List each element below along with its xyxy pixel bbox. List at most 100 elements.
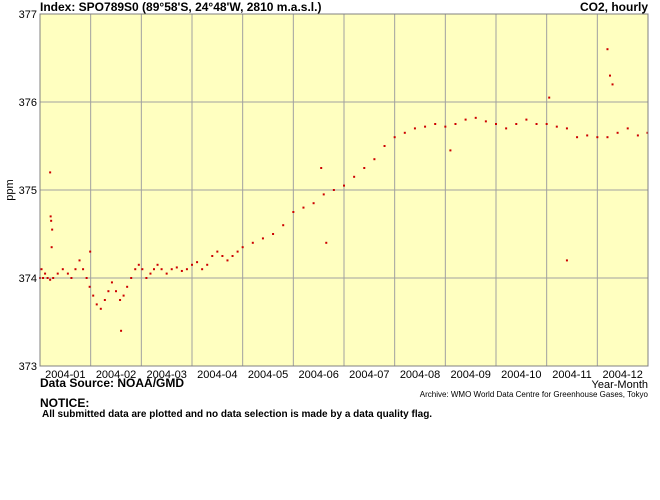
data-point xyxy=(74,268,77,271)
data-point xyxy=(373,158,376,161)
data-point xyxy=(424,125,427,128)
data-point xyxy=(206,263,209,266)
y-tick-label: 373 xyxy=(19,361,37,373)
data-point xyxy=(170,268,173,271)
data-point xyxy=(141,268,144,271)
data-point xyxy=(156,263,159,266)
chart-title: Index: SPO789S0 (89°58'S, 24°48'W, 2810 … xyxy=(40,0,322,14)
data-point xyxy=(449,149,452,152)
data-point xyxy=(122,294,125,297)
data-point xyxy=(70,277,73,279)
data-point xyxy=(42,277,45,279)
data-point xyxy=(49,171,52,174)
y-tick-labels: 373 374 375 376 377 xyxy=(19,9,37,373)
notice-text: All submitted data are plotted and no da… xyxy=(42,409,433,420)
data-point xyxy=(110,281,113,284)
x-tick-label: 2004-05 xyxy=(248,369,288,381)
data-point xyxy=(535,123,538,125)
data-point xyxy=(444,125,447,128)
x-tick-label: 2004-07 xyxy=(349,369,389,381)
data-point xyxy=(332,189,335,191)
data-point xyxy=(165,272,168,275)
data-point xyxy=(353,175,356,178)
data-point xyxy=(474,116,477,119)
data-point xyxy=(272,233,275,235)
data-point xyxy=(515,123,518,125)
data-point xyxy=(221,255,224,257)
data-point xyxy=(130,277,133,279)
y-tick-label: 374 xyxy=(19,273,37,285)
chart-subtitle: CO2, hourly xyxy=(579,0,648,14)
data-point xyxy=(646,131,649,134)
x-tick-label: 2004-03 xyxy=(146,369,186,381)
data-point xyxy=(95,303,98,306)
data-point xyxy=(495,123,497,125)
x-tick-label: 2004-12 xyxy=(602,369,642,381)
data-point xyxy=(85,277,88,279)
data-point xyxy=(261,237,264,240)
y-tick-label: 377 xyxy=(19,9,37,21)
x-tick-label: 2004-02 xyxy=(96,369,136,381)
data-point xyxy=(89,250,92,253)
x-tick-label: 2004-08 xyxy=(400,369,440,381)
data-source: Data Source: NOAA/GMD xyxy=(40,376,185,390)
data-point xyxy=(241,246,244,249)
data-point xyxy=(46,277,49,279)
data-point xyxy=(363,167,366,169)
data-point xyxy=(251,241,254,244)
data-point xyxy=(231,255,234,257)
data-point xyxy=(302,206,305,209)
data-point xyxy=(49,278,52,281)
data-point xyxy=(120,329,123,332)
data-point xyxy=(505,127,508,130)
data-point xyxy=(88,285,91,288)
x-tick-label: 2004-09 xyxy=(450,369,490,381)
data-point xyxy=(320,167,323,169)
x-tick-label: 2004-01 xyxy=(45,369,85,381)
data-point xyxy=(145,277,148,279)
data-point xyxy=(565,259,568,262)
data-point xyxy=(51,228,54,231)
data-point xyxy=(403,131,406,134)
data-point xyxy=(226,259,229,262)
plot-frame xyxy=(39,13,649,367)
data-point xyxy=(322,193,325,196)
notice-heading: NOTICE: xyxy=(40,396,90,410)
grid-lines xyxy=(40,14,648,366)
data-point xyxy=(134,268,137,271)
data-point xyxy=(312,202,315,205)
data-point xyxy=(555,125,558,128)
y-tick-label: 376 xyxy=(19,97,37,109)
data-point xyxy=(525,118,528,121)
data-point xyxy=(282,224,285,227)
data-point xyxy=(185,268,188,271)
data-point xyxy=(201,268,204,271)
archive-note: Archive: WMO World Data Centre for Green… xyxy=(419,390,648,399)
data-point xyxy=(103,299,106,301)
data-point xyxy=(211,255,214,257)
data-points xyxy=(39,48,649,332)
data-point xyxy=(586,134,589,137)
data-point xyxy=(464,118,467,121)
data-point xyxy=(576,136,579,139)
data-point xyxy=(548,96,551,99)
data-point xyxy=(434,123,437,125)
data-point xyxy=(606,48,609,51)
data-point xyxy=(149,272,152,275)
data-point xyxy=(343,184,345,187)
data-point xyxy=(611,83,614,86)
data-point xyxy=(565,127,568,130)
data-point xyxy=(107,290,110,293)
data-point xyxy=(153,268,155,271)
data-point xyxy=(160,268,163,271)
data-point xyxy=(626,127,629,130)
data-point xyxy=(92,294,95,297)
data-point xyxy=(175,266,178,269)
data-point xyxy=(180,269,183,272)
data-point xyxy=(606,136,609,139)
data-point xyxy=(609,74,611,77)
data-point xyxy=(292,211,295,213)
data-point xyxy=(56,272,59,275)
x-tick-labels: 2004-01 2004-02 2004-03 2004-04 2004-05 2004-… xyxy=(45,369,643,381)
